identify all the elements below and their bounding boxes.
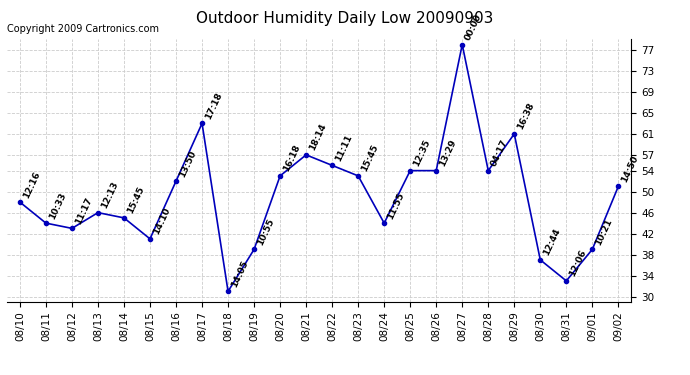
Text: 10:55: 10:55	[255, 217, 276, 247]
Text: 16:18: 16:18	[282, 143, 302, 173]
Text: 00:00: 00:00	[464, 12, 484, 42]
Text: 11:17: 11:17	[73, 196, 94, 226]
Text: 16:38: 16:38	[515, 101, 536, 131]
Text: 17:18: 17:18	[204, 91, 224, 121]
Text: 15:45: 15:45	[359, 143, 380, 173]
Text: 15:45: 15:45	[126, 185, 146, 215]
Text: 14:10: 14:10	[151, 206, 172, 236]
Text: 10:21: 10:21	[593, 217, 614, 247]
Text: 14:50: 14:50	[620, 154, 640, 184]
Text: 13:29: 13:29	[437, 138, 458, 168]
Text: 12:44: 12:44	[542, 227, 562, 257]
Text: 04:17: 04:17	[490, 138, 510, 168]
Text: 14:05: 14:05	[230, 259, 250, 289]
Text: 11:55: 11:55	[386, 190, 406, 220]
Text: 10:33: 10:33	[48, 191, 68, 220]
Text: 12:16: 12:16	[21, 170, 41, 200]
Text: Outdoor Humidity Daily Low 20090903: Outdoor Humidity Daily Low 20090903	[197, 11, 493, 26]
Text: 13:50: 13:50	[177, 149, 197, 178]
Text: 12:13: 12:13	[99, 180, 119, 210]
Text: 12:06: 12:06	[568, 249, 588, 278]
Text: 12:35: 12:35	[411, 138, 432, 168]
Text: Copyright 2009 Cartronics.com: Copyright 2009 Cartronics.com	[7, 24, 159, 34]
Text: 18:14: 18:14	[308, 122, 328, 152]
Text: 11:11: 11:11	[333, 133, 354, 163]
